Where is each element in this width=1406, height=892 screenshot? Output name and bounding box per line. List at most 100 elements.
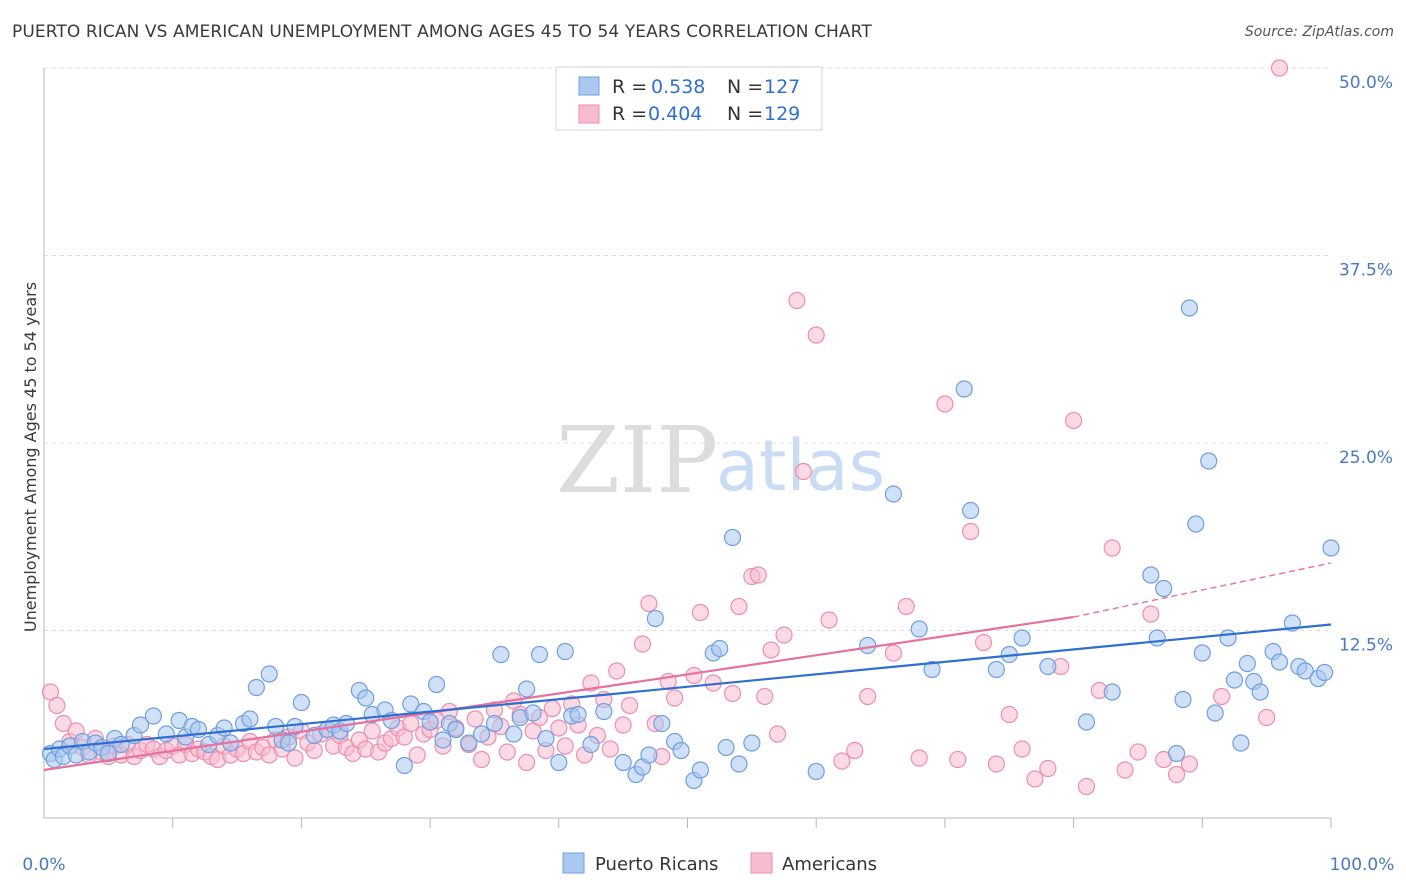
- x-tick-label-max: 100.0%: [1330, 855, 1395, 875]
- puerto-ricans-point: [357, 689, 375, 707]
- puerto-ricans-point: [807, 762, 825, 781]
- americans-point: [859, 687, 877, 706]
- puerto-ricans-point: [556, 642, 574, 661]
- legend-n-value-blue: 127: [764, 76, 800, 98]
- americans-point: [48, 696, 66, 715]
- puerto-ricans-point: [1322, 539, 1340, 557]
- americans-point: [1013, 740, 1031, 758]
- puerto-ricans-point: [1077, 713, 1096, 731]
- americans-point: [614, 716, 632, 734]
- puerto-ricans-point: [962, 501, 980, 520]
- puerto-ricans-point: [1296, 662, 1314, 680]
- americans-point: [1180, 755, 1199, 773]
- puerto-ricans-point: [1039, 657, 1057, 676]
- americans-point: [1167, 765, 1186, 784]
- puerto-ricans-point: [723, 528, 742, 547]
- americans-point: [608, 662, 626, 680]
- chart-title: PUERTO RICAN VS AMERICAN UNEMPLOYMENT AM…: [12, 22, 872, 42]
- americans-point: [685, 666, 703, 685]
- americans-point: [543, 699, 561, 718]
- americans-point: [1142, 605, 1160, 623]
- puerto-ricans-point: [1200, 452, 1218, 470]
- puerto-ricans-point: [1232, 734, 1250, 752]
- puerto-ricans-point: [157, 725, 175, 743]
- puerto-ricans-point: [910, 620, 928, 638]
- americans-point: [363, 722, 381, 740]
- y-tick-labels: 12.5% 25.0% 37.5% 50.0%: [1339, 73, 1393, 656]
- puerto-ricans-point: [653, 714, 671, 733]
- puerto-ricans-point: [646, 609, 664, 628]
- puerto-ricans-point: [672, 741, 690, 760]
- americans-point: [666, 689, 684, 707]
- puerto-ricans-point: [550, 753, 568, 772]
- puerto-ricans-point: [447, 720, 465, 739]
- puerto-ricans-point: [131, 716, 150, 734]
- bottom-legend-label-americans: Americans: [782, 854, 877, 875]
- americans-point: [691, 603, 709, 622]
- puerto-ricans-point: [1142, 566, 1160, 584]
- trend-lines: [43, 562, 1332, 772]
- puerto-ricans-point: [1167, 744, 1186, 763]
- americans-point: [1258, 708, 1276, 727]
- puerto-ricans-point: [434, 731, 452, 749]
- americans-point: [556, 737, 574, 755]
- y-tick-label: 37.5%: [1339, 261, 1393, 281]
- americans-point: [633, 635, 652, 653]
- puerto-ricans-point: [537, 729, 555, 748]
- americans-point: [620, 696, 639, 715]
- x-tick-label-min: 0.0%: [22, 855, 65, 875]
- legend-n-label-pink: N =: [727, 103, 763, 125]
- puerto-ricans-point: [1225, 671, 1244, 689]
- americans-point: [1103, 539, 1121, 557]
- puerto-ricans-point: [1174, 690, 1192, 709]
- puerto-ricans-point: [395, 756, 413, 775]
- puerto-ricans-point: [1155, 579, 1173, 598]
- legend-n-value-pink: 129: [764, 103, 800, 125]
- puerto-ricans-point: [1193, 644, 1211, 662]
- gridlines: [44, 67, 1331, 631]
- puerto-ricans-point: [1251, 683, 1269, 701]
- legend-r-label-pink: R =: [612, 103, 647, 125]
- puerto-ricans-point: [923, 660, 941, 679]
- americans-point: [749, 566, 767, 584]
- legend-n-label-blue: N =: [727, 76, 763, 98]
- puerto-ricans-point: [485, 714, 504, 733]
- puerto-ricans-point: [955, 380, 973, 398]
- puerto-ricans-point: [730, 755, 748, 773]
- americans-point: [768, 725, 787, 743]
- puerto-ricans-point: [530, 645, 549, 664]
- americans-point: [1026, 770, 1044, 788]
- puerto-ricans-point: [743, 734, 761, 752]
- americans-point: [788, 291, 806, 310]
- americans-point: [762, 641, 780, 659]
- puerto-ricans-point: [1219, 629, 1237, 647]
- americans-point: [730, 597, 748, 616]
- americans-point: [518, 753, 536, 772]
- americans-point: [820, 611, 838, 629]
- puerto-ricans-point: [292, 693, 310, 712]
- americans-point: [723, 684, 742, 703]
- americans-point: [962, 522, 980, 541]
- puerto-ricans-point: [472, 725, 491, 743]
- puerto-ricans-point: [518, 680, 536, 698]
- puerto-ricans-point: [640, 746, 658, 764]
- puerto-ricans-point: [402, 695, 420, 713]
- y-axis-label: Unemployment Among Ages 45 to 54 years: [21, 282, 40, 632]
- puerto-ricans-point: [859, 636, 877, 655]
- y-tick-label: 25.0%: [1339, 448, 1393, 468]
- americans-point: [305, 741, 323, 760]
- americans-point: [1000, 705, 1018, 724]
- americans-point: [582, 674, 600, 692]
- americans-point: [1129, 743, 1147, 761]
- americans-point: [550, 719, 568, 737]
- bottom-legend-swatch-pink: [750, 852, 773, 874]
- legend-swatch-pink: [578, 104, 600, 124]
- americans-point: [807, 326, 825, 344]
- bottom-legend-label-puerto-ricans: Puerto Ricans: [595, 854, 718, 875]
- americans-point: [1116, 761, 1134, 779]
- americans-point: [601, 740, 619, 758]
- puerto-ricans-point: [215, 719, 233, 737]
- americans-point: [640, 594, 658, 613]
- puerto-ricans-point: [427, 675, 446, 694]
